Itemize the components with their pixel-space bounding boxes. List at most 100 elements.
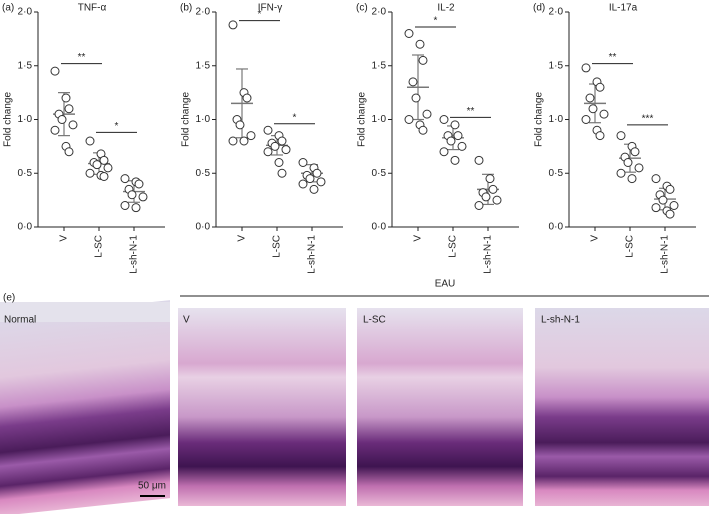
data-point bbox=[298, 179, 308, 189]
y-tick-label: 1·0 bbox=[18, 114, 33, 125]
image-label: Normal bbox=[4, 315, 36, 326]
y-tick-label: 1·0 bbox=[549, 114, 564, 125]
y-tick-label: 0·5 bbox=[196, 168, 211, 179]
data-point bbox=[235, 120, 245, 130]
data-point bbox=[277, 168, 287, 178]
data-point bbox=[658, 195, 668, 205]
data-point bbox=[411, 93, 421, 103]
data-point bbox=[408, 77, 418, 87]
data-point bbox=[138, 192, 148, 202]
y-tick-label: 2·0 bbox=[372, 7, 387, 18]
data-point bbox=[581, 63, 591, 73]
data-point bbox=[99, 155, 109, 165]
image-label: L-SC bbox=[363, 315, 386, 326]
data-point bbox=[450, 120, 460, 130]
chart-title: IFN-γ bbox=[258, 3, 282, 14]
y-axis-label: Fold change bbox=[534, 92, 545, 147]
y-tick-label: 0·5 bbox=[18, 168, 33, 179]
data-point bbox=[481, 192, 491, 202]
data-point bbox=[595, 131, 605, 141]
y-tick-label: 1·5 bbox=[549, 60, 564, 71]
x-tick-label: V bbox=[590, 235, 601, 242]
histology-image bbox=[535, 308, 709, 506]
data-point bbox=[228, 20, 238, 30]
data-point bbox=[588, 104, 598, 114]
y-tick-label: 0·0 bbox=[549, 222, 564, 233]
image-label: L-sh-N-1 bbox=[541, 315, 580, 326]
y-axis-label: Fold change bbox=[3, 92, 14, 147]
chart-title: IL-2 bbox=[437, 3, 455, 14]
data-point bbox=[418, 125, 428, 135]
data-point bbox=[309, 184, 319, 194]
panel-label: (d) bbox=[533, 3, 545, 14]
x-tick-label: L-sh-N-1 bbox=[660, 235, 671, 274]
data-point bbox=[68, 120, 78, 130]
data-point bbox=[270, 141, 280, 151]
data-point bbox=[312, 168, 322, 178]
chart-title: IL-17a bbox=[609, 3, 638, 14]
data-point bbox=[239, 136, 249, 146]
data-point bbox=[120, 174, 130, 184]
y-tick-label: 1·0 bbox=[372, 114, 387, 125]
data-point bbox=[298, 158, 308, 167]
panel-label: (e) bbox=[3, 293, 15, 304]
data-point bbox=[474, 201, 484, 210]
data-point bbox=[616, 131, 626, 141]
y-axis-label: Fold change bbox=[181, 92, 192, 147]
data-point bbox=[627, 174, 637, 184]
scale-bar-label: 50 μm bbox=[138, 481, 166, 492]
data-point bbox=[453, 131, 463, 141]
image-label: V bbox=[183, 315, 190, 326]
data-point bbox=[404, 29, 414, 38]
data-point bbox=[492, 195, 502, 205]
data-point bbox=[651, 174, 661, 184]
data-point bbox=[64, 104, 74, 114]
histology-image bbox=[0, 300, 170, 514]
y-tick-label: 0·5 bbox=[549, 168, 564, 179]
y-tick-label: 2·0 bbox=[18, 7, 33, 18]
y-tick-label: 0·5 bbox=[372, 168, 387, 179]
data-point bbox=[134, 179, 144, 189]
data-point bbox=[485, 174, 495, 184]
data-point bbox=[439, 115, 449, 124]
y-tick-label: 1·5 bbox=[196, 60, 211, 71]
data-point bbox=[92, 160, 102, 170]
data-point bbox=[415, 39, 425, 49]
y-tick-label: 1·5 bbox=[18, 60, 33, 71]
data-point bbox=[651, 203, 661, 213]
data-point bbox=[316, 177, 326, 187]
data-point bbox=[665, 209, 675, 219]
y-tick-label: 2·0 bbox=[549, 7, 564, 18]
data-point bbox=[246, 131, 256, 141]
histology-panel: (e) EAU Normal V L-SC L-sh-N-1 50 μm bbox=[0, 279, 709, 514]
panel-label: (a) bbox=[2, 3, 14, 14]
x-tick-label: V bbox=[413, 235, 424, 242]
y-tick-label: 0·0 bbox=[372, 222, 387, 233]
histology-image bbox=[178, 308, 346, 506]
data-point bbox=[418, 55, 428, 65]
significance-label: ** bbox=[78, 52, 86, 63]
significance-label: * bbox=[115, 121, 119, 132]
data-point bbox=[50, 66, 60, 76]
histology-image bbox=[357, 308, 523, 506]
significance-label: ** bbox=[467, 106, 475, 117]
x-tick-label: L-SC bbox=[272, 235, 283, 258]
significance-label: ** bbox=[609, 52, 617, 63]
data-point bbox=[64, 147, 74, 157]
data-point bbox=[281, 145, 291, 155]
group-label: EAU bbox=[435, 279, 456, 290]
significance-label: * bbox=[258, 9, 262, 20]
histology-background bbox=[0, 302, 170, 322]
data-point bbox=[595, 82, 605, 92]
data-point bbox=[305, 174, 315, 184]
data-point bbox=[85, 136, 95, 146]
data-point bbox=[623, 158, 633, 167]
x-tick-label: L-sh-N-1 bbox=[129, 235, 140, 274]
data-point bbox=[439, 147, 449, 157]
chart-title: TNF-α bbox=[78, 3, 107, 14]
data-point bbox=[669, 201, 679, 210]
x-tick-label: L-sh-N-1 bbox=[483, 235, 494, 274]
data-point bbox=[103, 163, 113, 173]
data-point bbox=[488, 184, 498, 194]
y-tick-label: 0·0 bbox=[196, 222, 211, 233]
